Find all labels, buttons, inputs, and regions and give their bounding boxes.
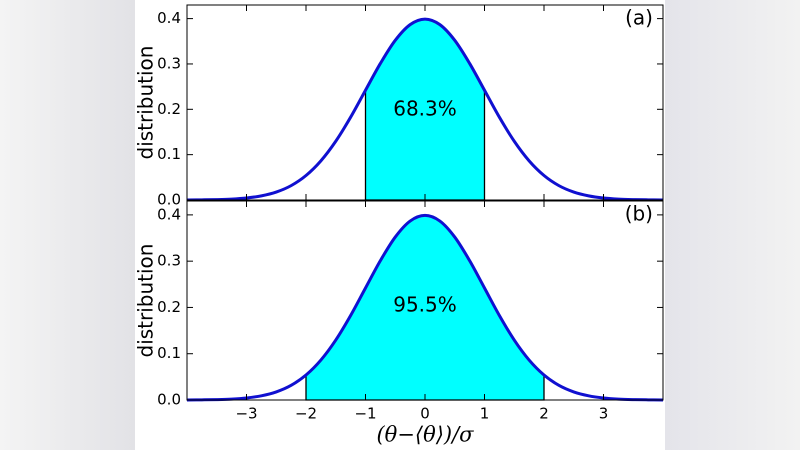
x-tick-label: −3 [235,405,257,423]
y-axis-label: distribution [134,46,158,160]
shaded-label: 95.5% [393,293,457,317]
y-tick-label: 0.3 [157,252,181,270]
x-tick-label: −2 [295,405,317,423]
x-tick-label: 1 [480,405,490,423]
y-tick-label: 0.0 [157,391,181,409]
y-tick-label: 0.1 [157,344,181,362]
y-tick-label: 0.0 [157,191,181,209]
y-tick-label: 0.1 [157,145,181,163]
curve [186,213,664,402]
shaded-label: 68.3% [393,97,457,121]
panel-label: (b) [625,202,653,226]
y-tick-label: 0.2 [157,298,181,316]
y-axis-label: distribution [134,244,158,358]
y-tick-label: 0.4 [157,9,181,27]
y-tick-label: 0.3 [157,54,181,72]
y-tick-label: 0.2 [157,100,181,118]
x-tick-label: 2 [539,405,549,423]
curve [186,17,664,202]
panel-label: (a) [625,6,653,30]
background-left [0,0,135,450]
y-tick-label: 0.4 [157,205,181,223]
x-axis-label: (θ−⟨θ⟩)/σ [376,423,474,447]
background-right [665,0,800,450]
x-tick-label: 0 [420,405,430,423]
x-tick-label: −1 [354,405,376,423]
x-tick-label: 3 [599,405,609,423]
